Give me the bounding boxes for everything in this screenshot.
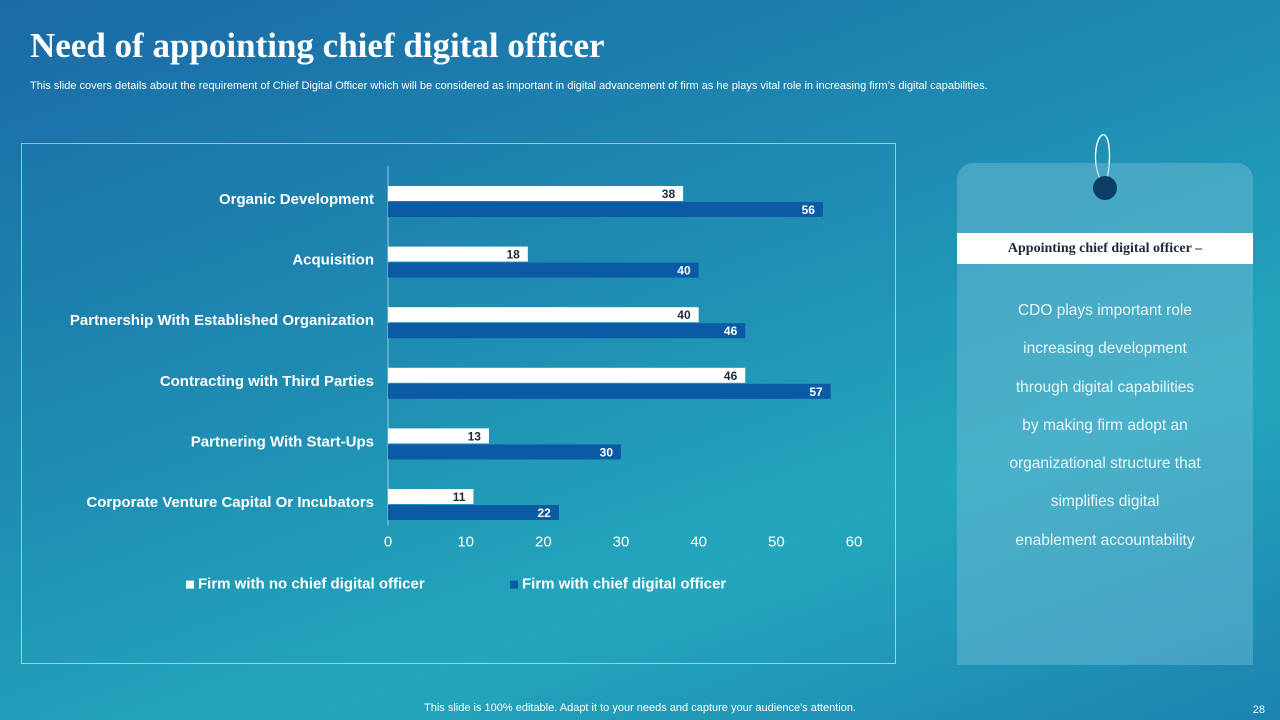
data-label: 13 xyxy=(468,429,482,443)
page-subtitle: This slide covers details about the requ… xyxy=(30,80,988,92)
tag-body: CDO plays important role increasing deve… xyxy=(985,292,1225,560)
bar-no-cdo xyxy=(388,307,699,323)
tag-line: increasing development xyxy=(1023,340,1187,358)
x-tick-label: 0 xyxy=(384,534,392,551)
tag-string-icon xyxy=(1094,134,1111,185)
legend-label: Firm with chief digital officer xyxy=(522,576,726,593)
bar-no-cdo xyxy=(388,428,489,444)
bar-with-cdo xyxy=(388,444,621,460)
bar-no-cdo xyxy=(388,367,746,383)
tag-line: organizational structure that xyxy=(1009,455,1201,473)
bar-with-cdo xyxy=(388,262,699,278)
data-label: 56 xyxy=(802,203,816,217)
data-label: 38 xyxy=(662,187,676,201)
footer-note: This slide is 100% editable. Adapt it to… xyxy=(424,702,856,714)
tag-line: simplifies digital xyxy=(1050,493,1160,511)
data-label: 57 xyxy=(809,385,823,399)
data-label: 22 xyxy=(538,506,552,520)
x-tick-label: 40 xyxy=(690,534,707,551)
x-tick-label: 50 xyxy=(768,534,785,551)
page-title: Need of appointing chief digital officer xyxy=(30,26,605,65)
legend-label: Firm with no chief digital officer xyxy=(198,576,425,593)
chart-frame: Organic Development 38 56 Acquisition 18 40 Pa… xyxy=(21,143,896,664)
data-label: 40 xyxy=(677,264,691,278)
category-label: Organic Development xyxy=(219,191,374,208)
bar-no-cdo xyxy=(388,489,474,504)
data-label: 18 xyxy=(506,248,520,262)
tag-line: enablement accountability xyxy=(1015,531,1195,549)
page-number: 28 xyxy=(1252,704,1265,716)
bar-with-cdo xyxy=(388,383,831,399)
category-label: Contracting with Third Parties xyxy=(160,373,374,390)
bar-with-cdo xyxy=(388,323,746,339)
tag-line: CDO plays important role xyxy=(1017,302,1192,319)
data-label: 30 xyxy=(600,445,614,459)
x-tick-label: 20 xyxy=(535,534,552,551)
x-tick-label: 60 xyxy=(846,534,863,551)
tag-header: Appointing chief digital officer – xyxy=(957,233,1253,264)
tag-hole xyxy=(1093,176,1117,200)
bar-chart: Organic Development 38 56 Acquisition 18 40 Pa… xyxy=(70,166,863,593)
bar-with-cdo xyxy=(388,202,823,217)
data-label: 46 xyxy=(724,369,738,383)
tag-line: by making firm adopt an xyxy=(1022,416,1188,434)
bar-with-cdo xyxy=(388,505,559,520)
data-label: 46 xyxy=(724,324,738,338)
category-label: Acquisition xyxy=(292,252,374,269)
bar-no-cdo xyxy=(388,186,684,201)
tag-line: through digital capabilities xyxy=(1015,378,1195,396)
category-label: Partnership With Established Organizatio… xyxy=(70,312,374,329)
legend-swatch-no-cdo xyxy=(186,580,194,589)
data-label: 11 xyxy=(453,490,466,504)
data-label: 40 xyxy=(677,308,691,322)
bar-no-cdo xyxy=(388,246,528,262)
x-tick-label: 30 xyxy=(613,534,630,551)
category-label: Partnering With Start-Ups xyxy=(191,433,374,450)
x-tick-label: 10 xyxy=(457,534,474,551)
legend-swatch-with-cdo xyxy=(510,580,518,589)
category-label: Corporate Venture Capital Or Incubators xyxy=(86,494,374,511)
